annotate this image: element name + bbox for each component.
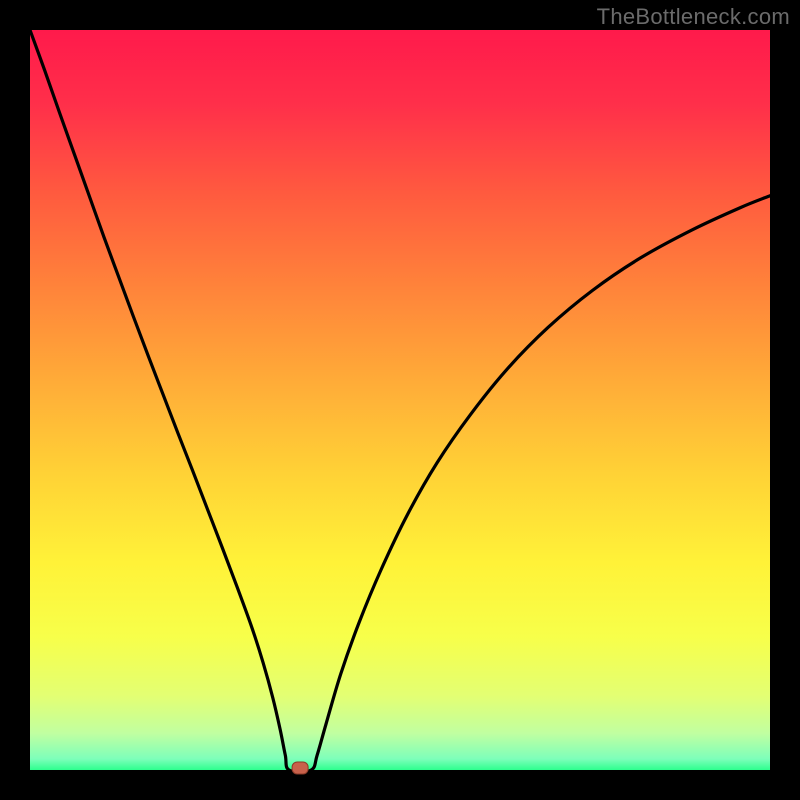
chart-stage: TheBottleneck.com: [0, 0, 800, 800]
watermark-text: TheBottleneck.com: [597, 4, 790, 30]
bottleneck-chart: [0, 0, 800, 800]
chart-gradient-area: [30, 30, 770, 770]
optimum-marker: [292, 762, 308, 774]
